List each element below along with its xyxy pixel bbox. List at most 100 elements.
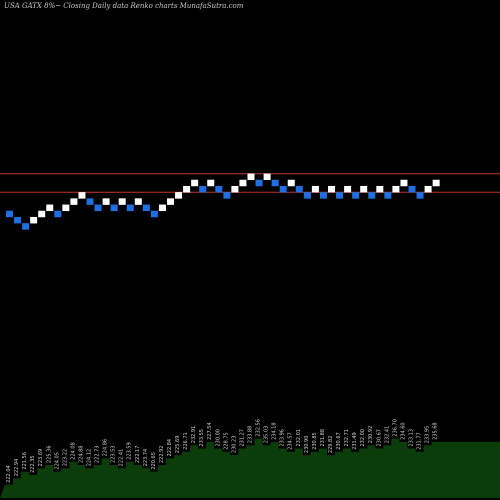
volume-label: 230.67 (336, 432, 342, 450)
volume-label: 230.00 (215, 429, 221, 447)
down-brick (352, 192, 360, 199)
down-brick (86, 198, 94, 205)
up-brick (175, 192, 183, 199)
volume-label: 236.70 (392, 419, 398, 437)
up-brick (239, 179, 247, 187)
volume-label: 231.49 (352, 432, 358, 450)
up-brick (70, 198, 78, 205)
volume-label: 232.00 (360, 429, 366, 447)
volume-label: 221.56 (22, 452, 28, 470)
volume-label: 232.01 (296, 429, 302, 447)
volume-label: 232.56 (256, 419, 262, 437)
volume-label: 223.53 (111, 446, 117, 464)
volume-label: 224.05 (54, 452, 60, 470)
volume-label: 225.36 (46, 446, 52, 464)
down-brick (126, 204, 134, 212)
down-brick (94, 204, 102, 212)
up-brick (400, 179, 408, 187)
up-brick (328, 185, 335, 193)
up-brick (231, 185, 239, 193)
up-brick (392, 185, 400, 193)
up-brick (30, 216, 38, 224)
up-brick (263, 173, 271, 181)
volume-label: 224.12 (87, 449, 93, 467)
up-brick (183, 185, 191, 193)
volume-label: 234.57 (288, 432, 294, 450)
up-brick (38, 210, 46, 218)
volume-label: 229.82 (328, 436, 334, 454)
up-brick (432, 179, 440, 187)
volume-label: 224.86 (103, 439, 109, 457)
volume-label: 230.85 (312, 432, 318, 450)
volume-label: 231.77 (417, 432, 423, 450)
volume-label: 222.92 (159, 446, 165, 464)
volume-label: 224.88 (78, 446, 84, 464)
down-brick (14, 216, 22, 224)
volume-label: 222.04 (6, 465, 12, 483)
volume-label: 231.27 (239, 429, 245, 447)
volume-label: 233.96 (280, 429, 286, 447)
up-brick (287, 179, 295, 187)
up-brick (158, 204, 166, 212)
down-brick (416, 192, 424, 199)
volume-label: 222.41 (119, 449, 125, 467)
up-brick (134, 198, 142, 205)
down-brick (54, 210, 62, 218)
volume-label: 230.92 (368, 426, 374, 444)
volume-label: 230.67 (376, 429, 382, 447)
volume-label: 234.60 (400, 422, 406, 440)
down-brick (279, 185, 287, 193)
chart-title: USA GATX 8%~ Closing Daily data Renko ch… (4, 2, 244, 10)
volume-label: 232.41 (384, 426, 390, 444)
up-brick (102, 198, 110, 205)
volume-label: 222.94 (14, 459, 20, 477)
volume-label: 228.75 (223, 432, 229, 450)
volume-label: 232.91 (191, 426, 197, 444)
down-brick (408, 185, 416, 193)
down-brick (384, 192, 392, 199)
volume-label: 233.95 (425, 426, 431, 444)
volume-label: 222.35 (30, 455, 36, 473)
down-brick (215, 185, 223, 193)
up-brick (46, 204, 54, 212)
up-brick (78, 192, 86, 199)
volume-label: 223.74 (143, 449, 149, 467)
down-brick (368, 192, 376, 199)
volume-label: 235.68 (433, 422, 439, 440)
volume-label: 231.88 (320, 429, 326, 447)
down-brick (6, 210, 13, 218)
up-brick (118, 198, 126, 205)
up-brick (62, 204, 70, 212)
volume-label: 233.13 (409, 429, 415, 447)
up-brick (360, 185, 368, 193)
down-brick (271, 179, 279, 187)
volume-label: 235.03 (264, 426, 270, 444)
volume-label: 233.55 (199, 429, 205, 447)
down-brick (255, 179, 263, 187)
volume-label: 232.71 (344, 429, 350, 447)
down-brick (110, 204, 118, 212)
down-brick (150, 210, 158, 218)
volume-label: 224.08 (70, 442, 76, 460)
down-brick (319, 192, 327, 199)
up-brick (311, 185, 319, 193)
volume-label: 222.73 (95, 446, 101, 464)
down-brick (223, 192, 231, 199)
up-brick (344, 185, 352, 193)
down-brick (199, 185, 207, 193)
volume-label: 222.17 (135, 446, 141, 464)
volume-label: 225.69 (175, 436, 181, 454)
volume-label: 223.69 (38, 449, 44, 467)
volume-label: 233.88 (248, 426, 254, 444)
down-brick (142, 204, 150, 212)
down-brick (22, 223, 30, 230)
down-brick (295, 185, 303, 193)
volume-label: 227.54 (207, 422, 213, 440)
up-brick (191, 179, 199, 187)
volume-label: 223.22 (62, 449, 68, 467)
volume-label: 234.18 (272, 422, 278, 440)
down-brick (336, 192, 344, 199)
volume-label: 223.59 (127, 442, 133, 460)
up-brick (424, 185, 432, 193)
